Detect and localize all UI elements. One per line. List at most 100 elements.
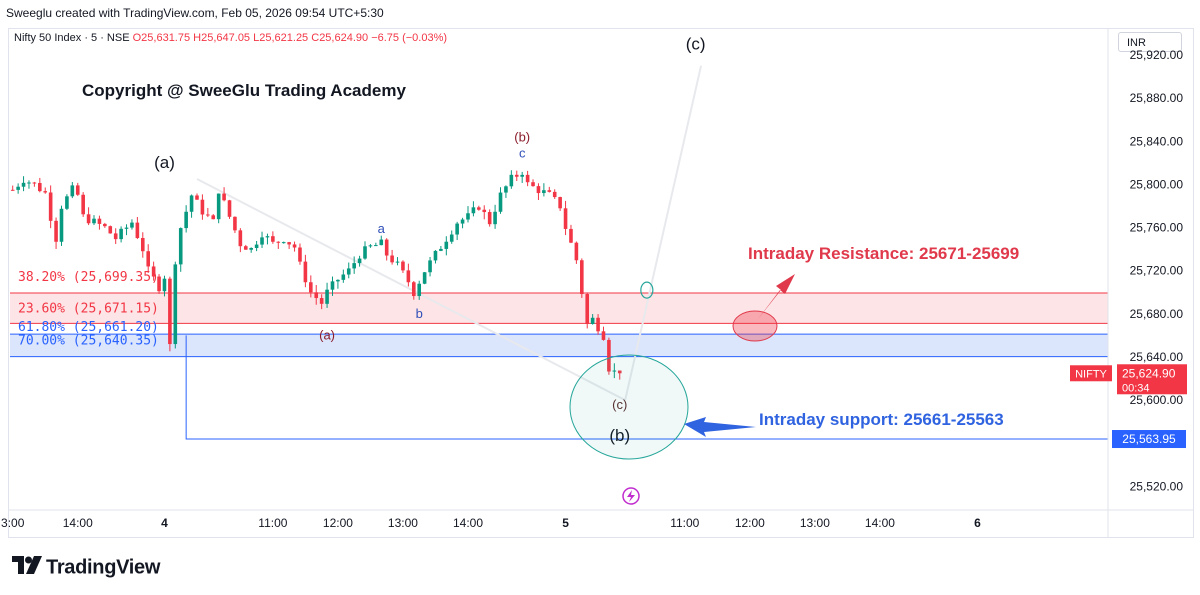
candle-body <box>178 228 183 265</box>
candle-body <box>363 246 367 259</box>
candle-body <box>617 370 622 374</box>
x-tick-label: 3:00 <box>1 516 25 530</box>
candle-body <box>336 279 340 282</box>
candle-body <box>140 238 145 252</box>
candle-body <box>612 370 617 372</box>
candle-body <box>580 260 584 295</box>
candle-body <box>135 222 140 239</box>
candle-body <box>395 261 400 263</box>
candle-body <box>368 245 373 247</box>
candle-body <box>249 248 253 250</box>
candle-body <box>401 261 405 271</box>
fib-label: 23.60% (25,671.15) <box>18 301 159 316</box>
candle-body <box>487 212 492 225</box>
wave-label: a <box>378 221 386 236</box>
support-price-badge <box>1112 430 1186 449</box>
candle-body <box>596 317 600 332</box>
x-tick-label: 11:00 <box>670 516 699 530</box>
candle-body <box>70 185 75 197</box>
y-tick-label: 25,840.00 <box>1130 134 1184 148</box>
candle-body <box>520 174 524 177</box>
x-tick-label: 4 <box>161 516 168 530</box>
wave-label: (a) <box>319 328 335 343</box>
candle-body <box>460 219 465 224</box>
candle-body <box>449 234 454 242</box>
candle-body <box>48 192 53 221</box>
high-value: H25,647.05 <box>193 32 251 44</box>
candle-body <box>455 223 459 235</box>
candle-body <box>113 233 118 240</box>
candle-body <box>428 260 432 273</box>
wave-label: b <box>416 306 423 321</box>
brand-label: TradingView <box>46 556 161 579</box>
symbol-label[interactable]: Nifty 50 Index · 5 · NSE <box>14 32 130 44</box>
candle-body <box>54 220 58 242</box>
low-value: L25,621.25 <box>253 32 309 44</box>
x-tick-label: 11:00 <box>258 516 287 530</box>
candle-body <box>157 276 161 292</box>
candle-body <box>211 215 216 220</box>
candle-body <box>303 261 308 283</box>
candle-body <box>482 209 487 213</box>
resistance-zone <box>10 292 1108 324</box>
symbol-badge-label: NIFTY <box>1075 368 1107 380</box>
candle-body <box>552 191 557 198</box>
candle-body <box>466 213 470 220</box>
y-tick-label: 25,520.00 <box>1130 479 1184 493</box>
x-tick-label: 14:00 <box>865 516 895 530</box>
candle-body <box>390 255 394 263</box>
candle-body <box>189 195 194 212</box>
candle-body <box>601 331 606 340</box>
candle-body <box>206 214 210 216</box>
support-price-label: 25,563.95 <box>1122 432 1176 446</box>
wave-label: c <box>519 145 526 160</box>
candle-body <box>439 248 443 251</box>
candle-body <box>195 195 199 200</box>
lightning-icon <box>627 490 635 502</box>
candle-body <box>59 208 64 242</box>
candle-body <box>168 278 172 345</box>
candle-body <box>81 194 85 215</box>
candle-body <box>16 186 20 190</box>
candle-body <box>32 182 37 184</box>
candle-body <box>384 239 389 256</box>
candle-body <box>281 242 286 244</box>
candle-body <box>607 339 611 372</box>
support-arrow-icon <box>684 417 756 437</box>
resistance-annotation: Intraday Resistance: 25671-25699 <box>748 244 1019 263</box>
change-value: −6.75 (−0.03%) <box>371 32 448 44</box>
x-tick-label: 5 <box>562 516 569 530</box>
candle-body <box>108 226 113 234</box>
countdown-label: 00:34 <box>1122 382 1150 394</box>
candle-body <box>309 282 313 293</box>
candle-body <box>514 174 519 177</box>
candle-body <box>27 182 31 184</box>
currency-button[interactable]: INR <box>1118 32 1182 52</box>
last-price-badge <box>1117 364 1187 395</box>
last-price-label: 25,624.90 <box>1122 366 1176 380</box>
candle-body <box>65 196 69 209</box>
candle-body <box>130 222 134 228</box>
x-tick-label: 14:00 <box>63 516 93 530</box>
candle-body <box>86 214 91 224</box>
candle-body <box>542 190 546 194</box>
y-tick-label: 25,680.00 <box>1130 307 1184 321</box>
support-annotation: Intraday support: 25661-25563 <box>759 410 1004 429</box>
x-tick-label: 12:00 <box>323 516 353 530</box>
candle-body <box>330 281 335 290</box>
candle-body <box>357 258 362 264</box>
candle-body <box>477 207 481 210</box>
wave-projection-line <box>624 65 703 401</box>
candle-body <box>254 244 259 249</box>
close-value: C25,624.90 <box>311 32 369 44</box>
x-tick-label: 13:00 <box>800 516 830 530</box>
fib-label: 38.20% (25,699.35) <box>18 270 159 285</box>
candle-body <box>558 197 562 209</box>
y-tick-label: 25,640.00 <box>1130 350 1184 364</box>
candle-body <box>433 250 438 261</box>
candle-body <box>21 182 26 187</box>
support-line <box>185 335 1108 440</box>
fib-label: 61.80% (25,661.20) <box>18 320 159 335</box>
tradingview-brand[interactable]: TradingView <box>12 556 160 580</box>
